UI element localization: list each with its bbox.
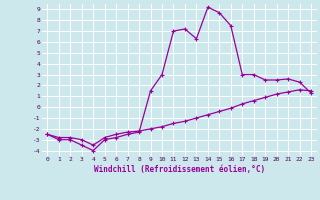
X-axis label: Windchill (Refroidissement éolien,°C): Windchill (Refroidissement éolien,°C)	[94, 165, 265, 174]
